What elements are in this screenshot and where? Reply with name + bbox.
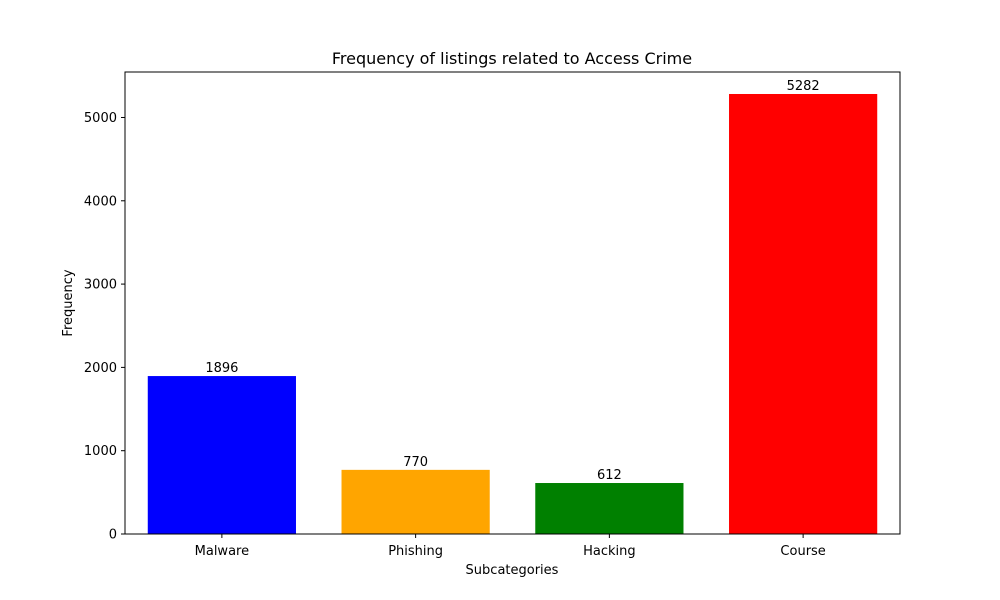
- y-tick-label-3000: 3000: [84, 278, 117, 293]
- bars-group: [147, 93, 878, 534]
- y-tick-label-2000: 2000: [84, 361, 117, 376]
- data-label-phishing: 770: [403, 455, 428, 470]
- data-label-hacking: 612: [597, 468, 622, 483]
- bar-course: [729, 93, 878, 534]
- data-label-course: 5282: [787, 79, 820, 94]
- x-axis-label: Subcategories: [466, 563, 559, 578]
- axes-frame: [124, 71, 901, 535]
- data-label-malware: 1896: [205, 361, 238, 376]
- bar-phishing: [341, 469, 490, 534]
- y-tick-label-4000: 4000: [84, 194, 117, 209]
- x-tick-label-phishing: Phishing: [388, 544, 443, 559]
- y-tick-label-1000: 1000: [84, 444, 117, 459]
- y-tick-label-0: 0: [109, 528, 117, 543]
- bar-malware: [147, 376, 296, 534]
- y-axis-ticks: 0 1000 2000 3000 4000 5000: [84, 111, 125, 543]
- chart-title: Frequency of listings related to Access …: [332, 49, 692, 68]
- bar-hacking: [535, 483, 684, 534]
- plot-area: 1896 770 612 5282 0 1000 2000 3000 4000 5000 Mal…: [84, 71, 901, 559]
- x-tick-label-hacking: Hacking: [583, 544, 636, 559]
- x-tick-label-malware: Malware: [195, 544, 249, 559]
- y-axis-label: Frequency: [61, 269, 76, 336]
- x-axis-ticks: Malware Phishing Hacking Course: [195, 534, 826, 559]
- x-tick-label-course: Course: [780, 544, 825, 559]
- data-labels-group: 1896 770 612 5282: [205, 79, 819, 483]
- y-tick-label-5000: 5000: [84, 111, 117, 126]
